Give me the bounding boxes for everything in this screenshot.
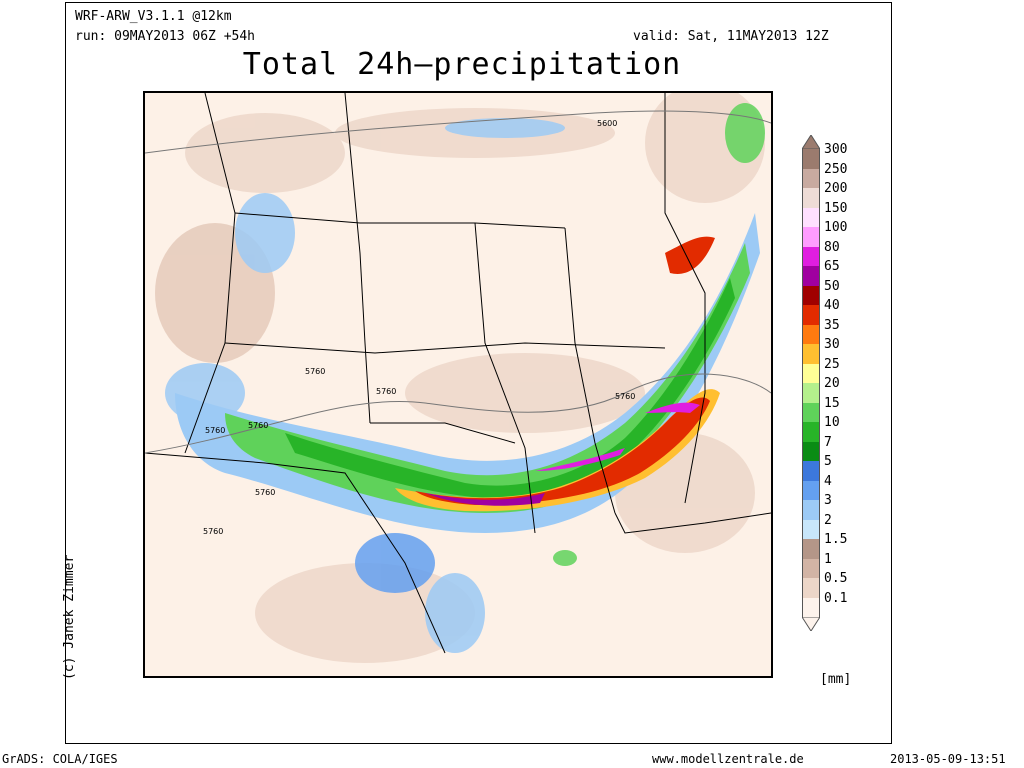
legend-swatch xyxy=(802,188,820,208)
legend-swatch xyxy=(802,461,820,481)
contour-label: 5600 xyxy=(597,119,617,128)
legend-label: 10 xyxy=(824,415,840,430)
legend-swatch xyxy=(802,168,820,188)
legend-label: 15 xyxy=(824,395,840,411)
run-label: run: 09MAY2013 06Z +54h xyxy=(75,29,256,44)
legend-swatch xyxy=(802,285,820,305)
legend-swatch xyxy=(802,519,820,539)
map-title-text: Total 24h–precipitation xyxy=(242,47,682,82)
legend-swatch xyxy=(802,500,820,520)
footer-software: GrADS: COLA/IGES xyxy=(2,752,118,766)
legend-label: 1 xyxy=(824,551,832,567)
legend-label: 3 xyxy=(824,493,832,508)
legend-label: 250 xyxy=(824,161,848,177)
legend-swatch xyxy=(802,246,820,266)
legend-label: 50 xyxy=(824,278,840,294)
legend-swatch xyxy=(802,207,820,227)
legend-label: 7 xyxy=(824,434,832,450)
contour-label: 5760 xyxy=(203,527,223,536)
legend-swatch xyxy=(802,383,820,403)
contour-label: 5760 xyxy=(205,426,225,435)
legend-unit: [mm] xyxy=(820,672,852,687)
legend-bottom-triangle xyxy=(802,617,820,631)
legend-label: 0.5 xyxy=(824,571,848,586)
author-credit: (c) Janek Zimmer xyxy=(62,554,77,680)
precipitation-map: 5600 5760 5760 5760 5760 5760 5760 5760 xyxy=(143,91,773,678)
legend-swatch xyxy=(802,539,820,559)
map-canvas: 5600 5760 5760 5760 5760 5760 5760 5760 xyxy=(145,93,771,676)
legend-swatch xyxy=(802,305,820,325)
height-contours xyxy=(145,110,771,454)
legend-swatch xyxy=(802,558,820,578)
legend-label: 65 xyxy=(824,259,840,274)
legend-label: 30 xyxy=(824,337,840,352)
footer-timestamp: 2013-05-09-13:51 xyxy=(890,752,1006,766)
legend-label: 200 xyxy=(824,181,848,196)
contour-label: 5760 xyxy=(376,387,396,396)
footer-website: www.modellzentrale.de xyxy=(652,752,804,766)
legend-label: 25 xyxy=(824,356,840,372)
legend-swatch xyxy=(802,480,820,500)
legend-swatch xyxy=(802,441,820,461)
legend-swatch xyxy=(802,402,820,422)
legend-label: 300 xyxy=(824,142,848,157)
valid-label: valid: Sat, 11MAY2013 12Z xyxy=(633,29,829,44)
contour-label: 5760 xyxy=(248,421,268,430)
legend-label: 5 xyxy=(824,454,832,469)
legend-label: 20 xyxy=(824,376,840,391)
legend-swatch xyxy=(802,363,820,383)
precipitation-band xyxy=(175,213,760,533)
state-borders xyxy=(145,93,771,654)
contour-label: 5760 xyxy=(615,392,635,401)
contour-label: 5760 xyxy=(305,367,325,376)
map-title: Total 24h–precipitation xyxy=(0,48,1024,82)
legend-label: 100 xyxy=(824,220,848,235)
legend-label: 1.5 xyxy=(824,532,848,547)
legend-swatch xyxy=(802,597,820,617)
legend-label: 35 xyxy=(824,317,840,333)
legend-swatch xyxy=(802,227,820,247)
legend-label: 40 xyxy=(824,298,840,313)
legend-label: 2 xyxy=(824,512,832,528)
legend-top-triangle xyxy=(802,135,820,149)
legend-swatch xyxy=(802,266,820,286)
legend-swatch xyxy=(802,149,820,169)
legend-label: 4 xyxy=(824,473,832,489)
figure-frame xyxy=(65,2,892,744)
legend-label: 0.1 xyxy=(824,590,848,606)
contour-labels: 5600 5760 5760 5760 5760 5760 5760 5760 xyxy=(203,119,635,536)
contour-label: 5760 xyxy=(255,488,275,497)
legend-swatch xyxy=(802,344,820,364)
legend-label: 150 xyxy=(824,200,848,216)
model-label: WRF-ARW_V3.1.1 @12km xyxy=(75,9,232,24)
legend-swatch xyxy=(802,422,820,442)
legend-swatch xyxy=(802,578,820,598)
legend-label: 80 xyxy=(824,239,840,255)
legend-swatch xyxy=(802,324,820,344)
